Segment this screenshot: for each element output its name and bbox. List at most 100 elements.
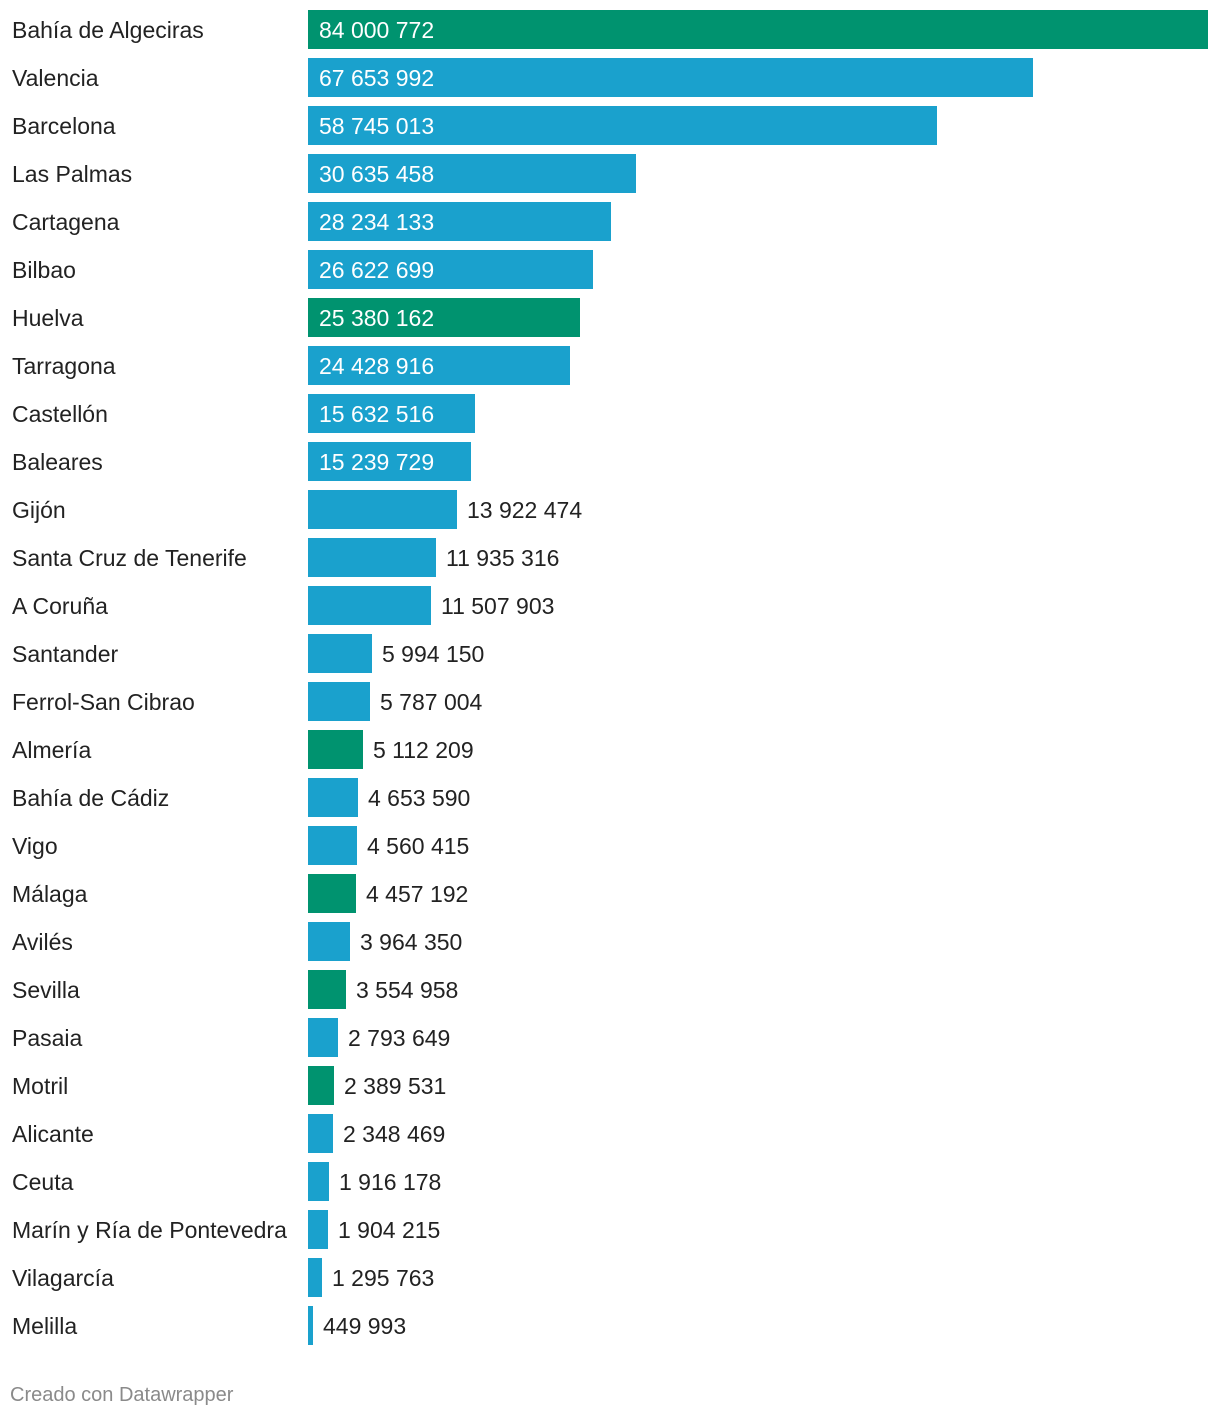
- bar: [308, 58, 1033, 97]
- datawrapper-credit[interactable]: Creado con Datawrapper: [10, 1384, 234, 1406]
- bar-row: Vigo 4 560 415: [0, 816, 1220, 865]
- bar-row: Ferrol-San Cibrao 5 787 004: [0, 672, 1220, 721]
- value-label: 1 916 178: [339, 1169, 442, 1195]
- bar-row: Huelva 25 380 162: [0, 288, 1220, 337]
- bar: [308, 490, 457, 529]
- category-label: Pasaia: [12, 1025, 83, 1051]
- bar-row: Valencia 67 653 992: [0, 48, 1220, 97]
- value-label: 3 964 350: [360, 929, 463, 955]
- bar-row: A Coruña 11 507 903: [0, 576, 1220, 625]
- category-label: Avilés: [12, 929, 73, 955]
- bar: [308, 250, 593, 289]
- bar: [308, 682, 370, 721]
- bar-row: Baleares 15 239 729: [0, 432, 1220, 481]
- bar: [308, 634, 372, 673]
- category-label: Valencia: [12, 65, 99, 91]
- category-label: Huelva: [12, 305, 84, 331]
- bar-row: Ceuta 1 916 178: [0, 1152, 1220, 1201]
- value-label: 1 904 215: [338, 1217, 441, 1243]
- category-label: Ferrol-San Cibrao: [12, 689, 195, 715]
- bar: [308, 538, 436, 577]
- category-label: Tarragona: [12, 353, 116, 379]
- value-label: 2 348 469: [343, 1121, 446, 1147]
- category-label: Motril: [12, 1073, 69, 1099]
- bar: [308, 730, 363, 769]
- category-label: Bahía de Cádiz: [12, 785, 170, 811]
- bar-row: Sevilla 3 554 958: [0, 960, 1220, 1009]
- bar: [308, 778, 358, 817]
- bar-row: Castellón 15 632 516: [0, 384, 1220, 433]
- bar-row: Santa Cruz de Tenerife 11 935 316: [0, 528, 1220, 577]
- bar-row: Avilés 3 964 350: [0, 912, 1220, 961]
- bar: [308, 154, 636, 193]
- bar: [308, 202, 611, 241]
- bar-row: Motril 2 389 531: [0, 1056, 1220, 1105]
- bar-row: Tarragona 24 428 916: [0, 336, 1220, 385]
- category-label: Marín y Ría de Pontevedra: [12, 1217, 287, 1243]
- value-label: 2 389 531: [344, 1073, 447, 1099]
- value-label: 84 000 772: [319, 17, 435, 43]
- value-label: 11 935 316: [446, 545, 560, 571]
- category-label: Alicante: [12, 1121, 94, 1147]
- category-label: Castellón: [12, 401, 108, 427]
- bar-row: Bahía de Cádiz 4 653 590: [0, 768, 1220, 817]
- category-label: Cartagena: [12, 209, 120, 235]
- bar-row: Santander 5 994 150: [0, 624, 1220, 673]
- category-label: A Coruña: [12, 593, 108, 619]
- bar: [308, 1066, 334, 1105]
- bar: [308, 826, 357, 865]
- bar: [308, 298, 580, 337]
- bar: [308, 394, 475, 433]
- bar-row: Málaga 4 457 192: [0, 864, 1220, 913]
- bar-row: Almería 5 112 209: [0, 720, 1220, 769]
- category-label: Vilagarcía: [12, 1265, 114, 1291]
- bar-row: Melilla 449 993: [0, 1296, 1220, 1345]
- value-label: 15 239 729: [319, 449, 435, 475]
- category-label: Baleares: [12, 449, 103, 475]
- bar-row: Alicante 2 348 469: [0, 1104, 1220, 1153]
- bar: [308, 346, 570, 385]
- bar: [308, 106, 937, 145]
- bar: [308, 1258, 322, 1297]
- value-label: 15 632 516: [319, 401, 435, 427]
- value-label: 67 653 992: [319, 65, 435, 91]
- bar: [308, 10, 1208, 49]
- category-label: Santa Cruz de Tenerife: [12, 545, 247, 571]
- category-label: Bahía de Algeciras: [12, 17, 204, 43]
- value-label: 24 428 916: [319, 353, 435, 379]
- value-label: 13 922 474: [467, 497, 583, 523]
- bar-row: Cartagena 28 234 133: [0, 192, 1220, 241]
- bar-row: Barcelona 58 745 013: [0, 96, 1220, 145]
- value-label: 4 457 192: [366, 881, 469, 907]
- value-label: 11 507 903: [441, 593, 555, 619]
- value-label: 25 380 162: [319, 305, 435, 331]
- bar: [308, 1210, 328, 1249]
- value-label: 58 745 013: [319, 113, 435, 139]
- bar-row: Bahía de Algeciras 84 000 772: [0, 0, 1220, 49]
- bar-chart: Bahía de Algeciras 84 000 772 Valencia 67 6…: [0, 0, 1220, 1345]
- bar: [308, 1162, 329, 1201]
- category-label: Vigo: [12, 833, 58, 859]
- category-label: Melilla: [12, 1313, 78, 1339]
- bar: [308, 1306, 313, 1345]
- bar-row: Bilbao 26 622 699: [0, 240, 1220, 289]
- bar: [308, 1018, 338, 1057]
- value-label: 26 622 699: [319, 257, 435, 283]
- bar: [308, 1114, 333, 1153]
- category-label: Bilbao: [12, 257, 76, 283]
- bar-row: Gijón 13 922 474: [0, 480, 1220, 529]
- bar-row: Pasaia 2 793 649: [0, 1008, 1220, 1057]
- value-label: 30 635 458: [319, 161, 435, 187]
- value-label: 4 653 590: [368, 785, 471, 811]
- category-label: Santander: [12, 641, 119, 667]
- value-label: 1 295 763: [332, 1265, 435, 1291]
- category-label: Barcelona: [12, 113, 116, 139]
- value-label: 28 234 133: [319, 209, 435, 235]
- category-label: Málaga: [12, 881, 88, 907]
- bar-row: Marín y Ría de Pontevedra 1 904 215: [0, 1200, 1220, 1249]
- value-label: 2 793 649: [348, 1025, 451, 1051]
- value-label: 3 554 958: [356, 977, 459, 1003]
- category-label: Ceuta: [12, 1169, 74, 1195]
- category-label: Sevilla: [12, 977, 80, 1003]
- category-label: Las Palmas: [12, 161, 133, 187]
